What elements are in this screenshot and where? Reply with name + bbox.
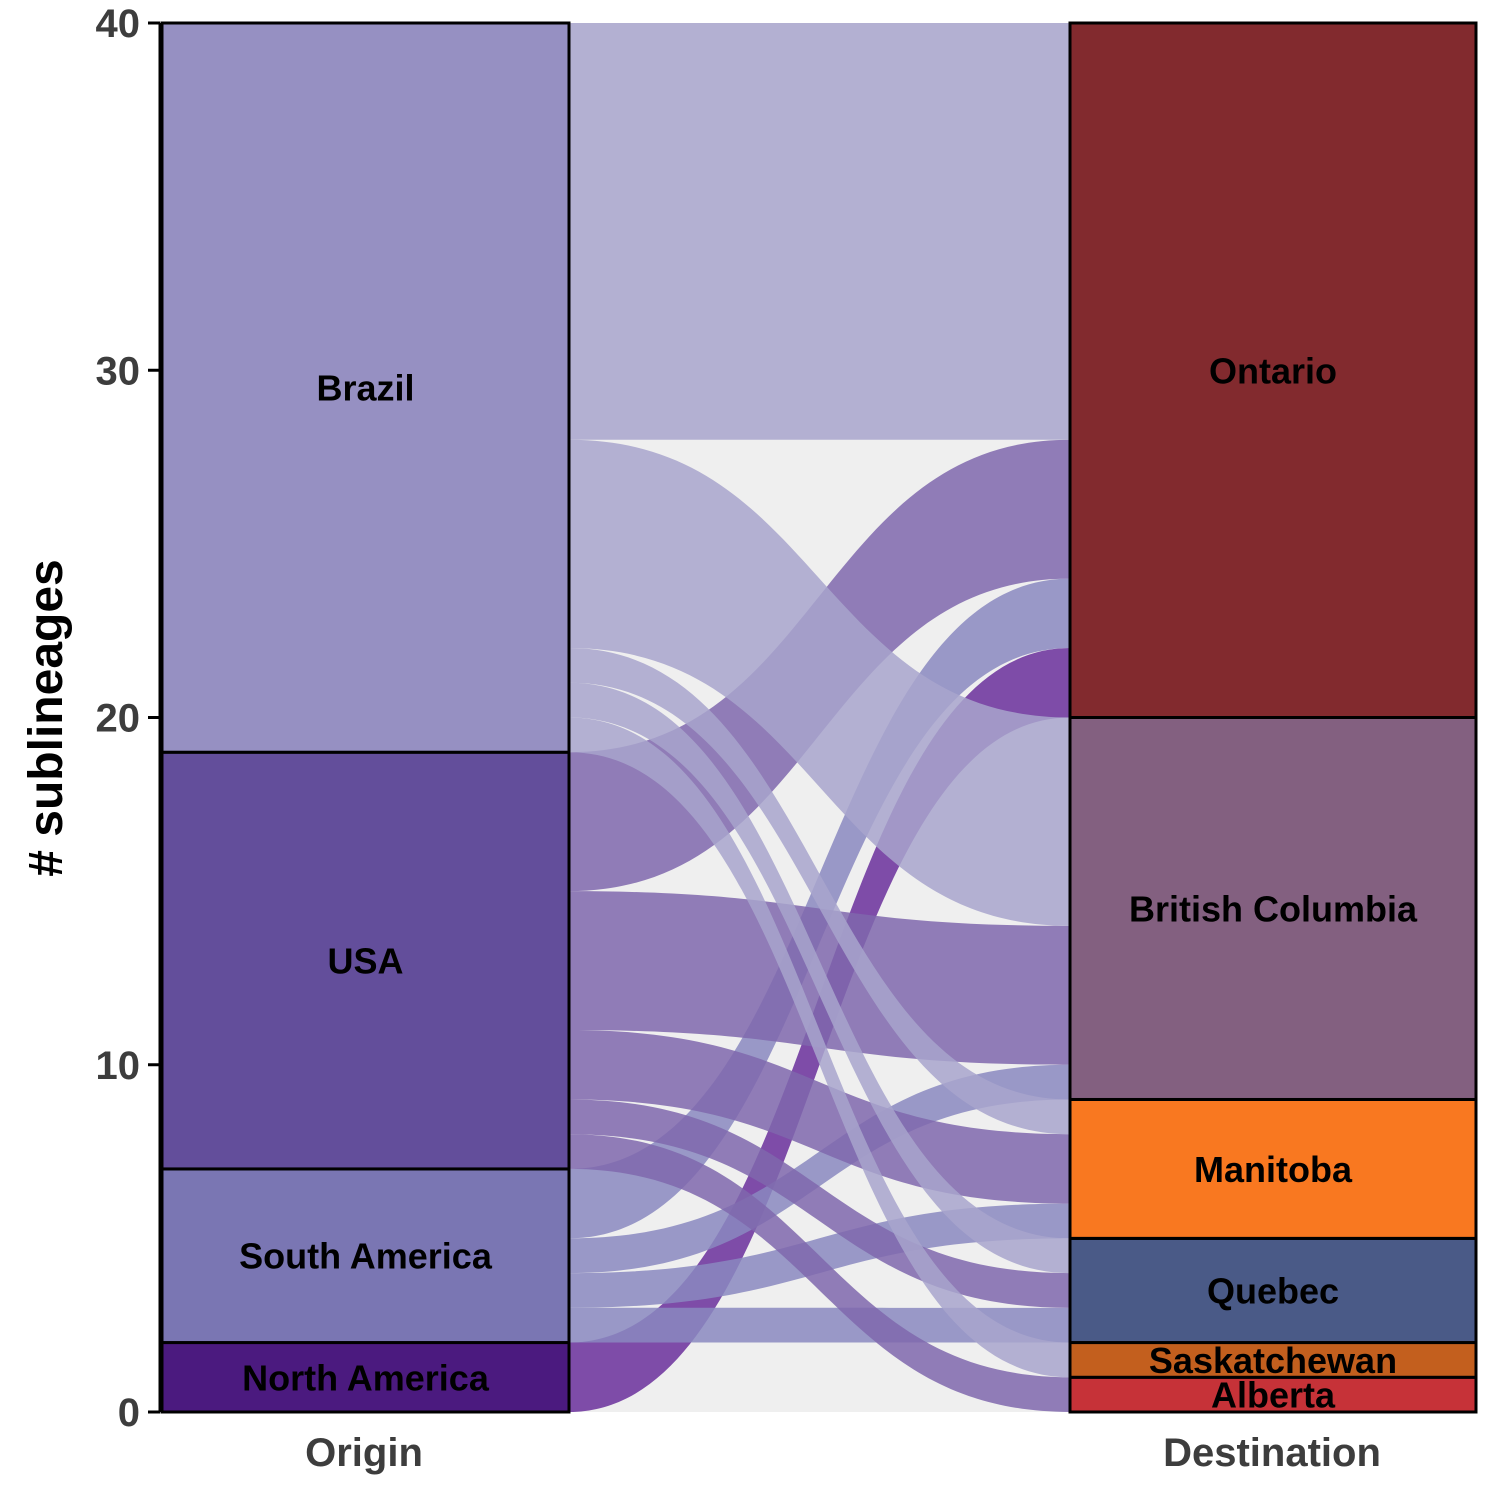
origin-label-south-america: South America: [239, 1236, 493, 1277]
flow-usa-to-quebec: [569, 1099, 1070, 1308]
y-axis-title: # sublineages: [20, 559, 73, 876]
origin-stratum-south-america: [160, 1167, 571, 1345]
x-axis-label-origin: Origin: [305, 1431, 423, 1475]
flow-south-america-to-british-columbia: [569, 1064, 1070, 1274]
y-tick-label-20: 20: [96, 697, 141, 741]
origin-stratum-usa: [160, 750, 571, 1171]
origin-label-brazil: Brazil: [316, 368, 414, 409]
origin-stratum-north-america: [160, 1341, 571, 1414]
origin-label-usa: USA: [327, 941, 403, 982]
flows-group: [569, 23, 1070, 1412]
flow-south-america-to-quebec: [569, 1307, 1070, 1343]
destination-label-british-columbia: British Columbia: [1129, 888, 1418, 929]
destination-stratum-quebec: [1068, 1236, 1478, 1345]
destination-stratum-british-columbia: [1068, 716, 1478, 1101]
origin-label-north-america: North America: [242, 1357, 490, 1398]
origin-strata: North America South America USA Brazil: [160, 21, 571, 1414]
flow-usa-to-alberta: [569, 1134, 1070, 1412]
destination-stratum-ontario: [1068, 21, 1478, 719]
flow-usa-to-manitoba: [569, 1030, 1070, 1204]
destination-label-quebec: Quebec: [1207, 1270, 1339, 1311]
y-tick-label-10: 10: [96, 1044, 141, 1088]
y-tick-label-0: 0: [118, 1391, 140, 1435]
flow-brazil-to-ontario: [569, 23, 1070, 440]
x-axis-label-destination: Destination: [1163, 1431, 1381, 1475]
destination-label-alberta: Alberta: [1211, 1375, 1336, 1416]
destination-stratum-manitoba: [1068, 1097, 1478, 1240]
flow-brazil-to-quebec: [569, 682, 1070, 1274]
destination-label-manitoba: Manitoba: [1194, 1149, 1353, 1190]
y-axis: 0 10 20 30 40: [96, 2, 162, 1435]
flow-brazil-to-manitoba: [569, 648, 1070, 1135]
flow-brazil-to-british-columbia: [569, 439, 1070, 926]
origin-stratum-brazil: [160, 21, 571, 754]
destination-label-ontario: Ontario: [1209, 350, 1337, 391]
destination-label-saskatchewan: Saskatchewan: [1149, 1340, 1397, 1381]
y-tick-label-40: 40: [96, 2, 141, 46]
flow-brazil-to-saskatchewan: [569, 717, 1070, 1378]
y-tick-label-30: 30: [96, 349, 141, 393]
